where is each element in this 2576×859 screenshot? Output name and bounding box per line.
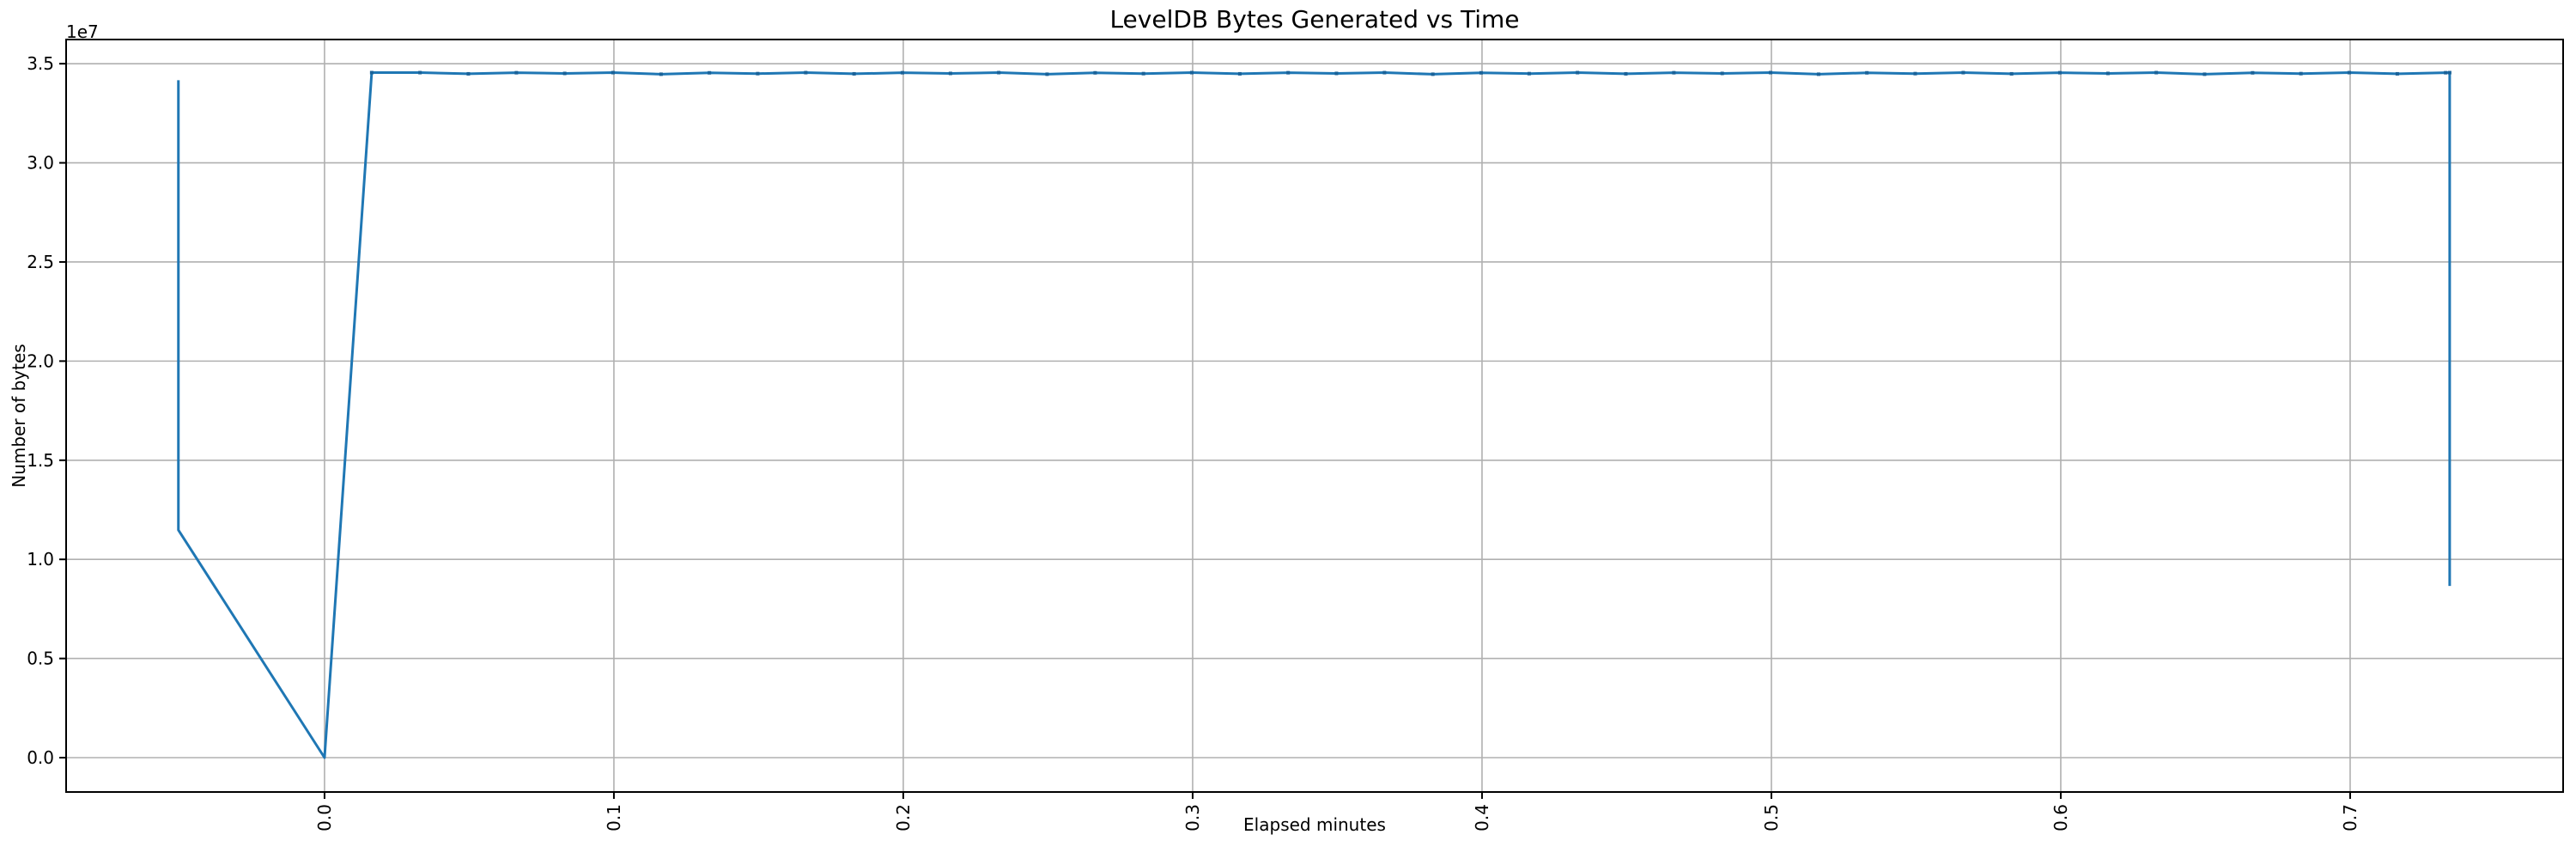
data-layer [177, 70, 2451, 759]
x-axis-label: Elapsed minutes [1243, 814, 1386, 835]
data-point-joint [562, 71, 567, 76]
data-point-joint [2057, 70, 2062, 75]
grid-lines [66, 40, 2563, 792]
data-point-joint [1624, 71, 1628, 76]
data-point-joint [611, 70, 615, 75]
data-point-joint [1189, 70, 1194, 75]
data-point-joint [1576, 70, 1580, 75]
chart-title: LevelDB Bytes Generated vs Time [1109, 5, 1520, 34]
x-tick-label: 0.6 [2050, 804, 2071, 832]
data-point-joint [2105, 71, 2110, 76]
data-point-joint [1913, 71, 1917, 76]
y-tick-label: 1.0 [27, 549, 54, 570]
data-point-joint [1865, 70, 1869, 75]
y-tick-label: 1.5 [27, 450, 54, 471]
data-point-joint [1768, 70, 1772, 75]
data-point-joint [900, 70, 904, 75]
x-tick-label: 0.5 [1761, 804, 1782, 832]
data-point-joint [1141, 71, 1145, 76]
y-tick-label: 2.5 [27, 252, 54, 272]
data-point-joint [852, 71, 856, 76]
data-point-joint [2447, 70, 2451, 75]
data-point-joint [1431, 72, 1435, 76]
data-point-joint [1045, 72, 1049, 76]
data-point-joint [1672, 70, 1676, 75]
data-point-joint [804, 70, 808, 75]
data-point-joint [756, 71, 760, 76]
y-tick-label: 3.5 [27, 53, 54, 74]
data-point-joint [2009, 71, 2014, 76]
data-point-joint [659, 72, 663, 76]
y-tick-label: 0.0 [27, 747, 54, 768]
data-point-joint [1961, 70, 1965, 75]
x-tick-label: 0.1 [604, 804, 624, 832]
y-tick-label: 3.0 [27, 153, 54, 174]
x-tick-label: 0.4 [1472, 804, 1492, 832]
data-line [177, 71, 2451, 759]
data-point-joint [2202, 72, 2207, 76]
data-point-joint [1382, 70, 1387, 75]
data-point-joint [1093, 70, 1097, 75]
y-axis-label: Number of bytes [9, 344, 29, 488]
data-point-joint [708, 70, 712, 75]
data-point-joint [2347, 70, 2351, 75]
data-point-joint [1237, 71, 1242, 76]
x-tick-label: 0.3 [1182, 804, 1203, 832]
data-point-joint [1286, 70, 1291, 75]
axes-spines [65, 39, 2564, 793]
x-axis: 0.0 0.1 0.2 0.3 0.4 0.5 0.6 0.7 [314, 792, 2360, 832]
data-point-joint [466, 71, 471, 76]
y-tick-label: 2.0 [27, 350, 54, 371]
data-point-joint [2251, 70, 2255, 75]
x-tick-label: 0.2 [893, 804, 914, 832]
data-point-joint [1334, 71, 1339, 76]
data-point-joint [948, 71, 952, 76]
data-point-joint [2395, 71, 2399, 76]
data-point-joint [1816, 72, 1820, 76]
data-point-joint [418, 70, 422, 75]
data-point-joint [1527, 71, 1531, 76]
x-tick-label: 0.0 [314, 804, 335, 832]
x-tick-label: 0.7 [2340, 804, 2360, 832]
y-tick-label: 0.5 [27, 649, 54, 669]
data-point-joint [1720, 71, 1724, 76]
data-point-joint [997, 70, 1001, 75]
data-point-joint [514, 70, 519, 75]
y-axis: 0.0 0.5 1.0 1.5 2.0 2.5 3.0 3.5 [27, 53, 66, 768]
data-point-joint [1479, 70, 1483, 75]
data-point-joint [369, 70, 374, 75]
data-point-joint [2444, 70, 2448, 75]
data-point-joint [2299, 71, 2303, 76]
data-point-joint [2154, 70, 2159, 75]
